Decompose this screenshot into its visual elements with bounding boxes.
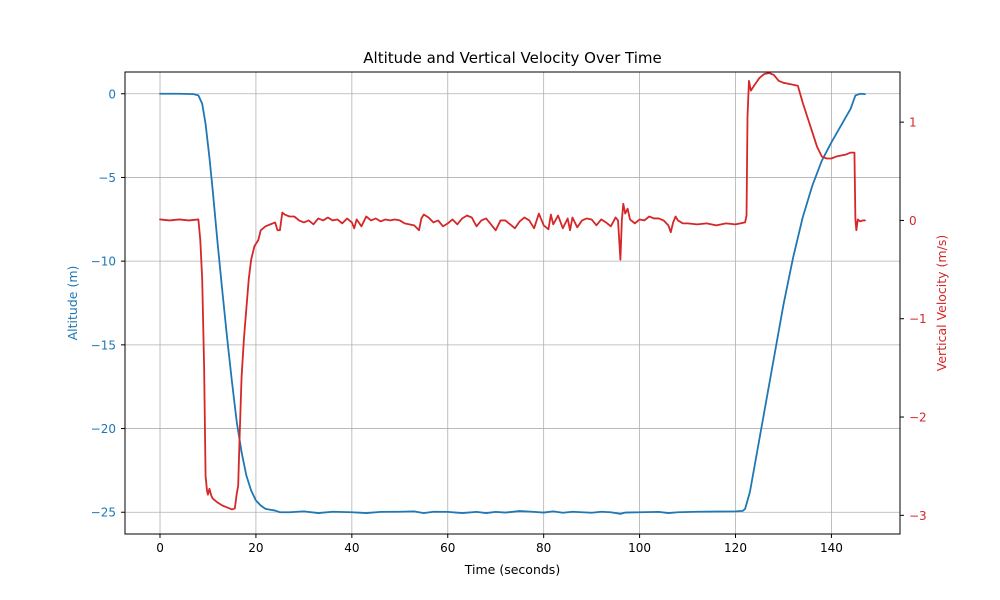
- left-y-tick-label: 0: [108, 87, 116, 101]
- vertical-velocity-line: [159, 72, 866, 511]
- x-tick-label: 120: [724, 541, 747, 555]
- left-y-tick-label: −10: [91, 255, 116, 269]
- x-axis-label: Time (seconds): [464, 562, 560, 577]
- x-tick-label: 0: [156, 541, 164, 555]
- right-y-axis-ticks: 1 0 −1 −2 −3: [900, 116, 927, 523]
- x-tick-label: 140: [820, 541, 843, 555]
- x-axis-ticks: 0 20 40 60 80 100 120 140: [156, 534, 843, 555]
- right-y-tick-label: −2: [909, 411, 927, 425]
- right-y-tick-label: −3: [909, 509, 927, 523]
- velocity-series-group: [159, 72, 866, 511]
- left-y-axis-ticks: 0 −5 −10 −15 −20 −25: [91, 87, 125, 520]
- right-y-tick-label: 1: [909, 116, 917, 130]
- x-tick-label: 80: [536, 541, 551, 555]
- left-y-tick-label: −15: [91, 338, 116, 352]
- x-tick-label: 100: [628, 541, 651, 555]
- left-y-axis-label: Altitude (m): [65, 266, 80, 341]
- chart-title: Altitude and Vertical Velocity Over Time: [363, 49, 661, 67]
- right-y-tick-label: −1: [909, 312, 927, 326]
- x-tick-label: 20: [248, 541, 263, 555]
- x-tick-label: 60: [440, 541, 455, 555]
- altitude-line: [159, 92, 866, 515]
- left-y-tick-label: −5: [98, 171, 116, 185]
- left-y-tick-label: −25: [91, 506, 116, 520]
- right-y-tick-label: 0: [909, 214, 917, 228]
- altitude-series-group: [159, 92, 866, 515]
- left-y-tick-label: −20: [91, 422, 116, 436]
- x-tick-label: 40: [344, 541, 359, 555]
- right-y-axis-label: Vertical Velocity (m/s): [934, 235, 949, 371]
- plot-frame: [124, 71, 901, 535]
